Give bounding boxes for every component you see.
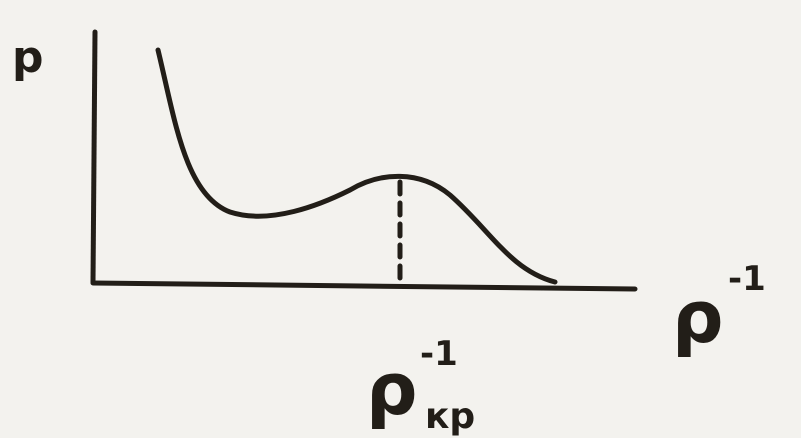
x-axis-superscript: -1: [728, 259, 766, 299]
y-axis-label: p: [12, 32, 44, 83]
critical-label: ρ: [366, 347, 418, 431]
critical-subscript: кр: [425, 396, 475, 437]
y-axis: [93, 32, 95, 282]
x-axis-label: ρ: [672, 275, 724, 359]
diagram: p ρ -1 ρ -1 кр: [0, 0, 801, 438]
page: p ρ -1 ρ -1 кр (() => { const data = JSO…: [0, 0, 801, 438]
critical-superscript: -1: [420, 334, 458, 374]
